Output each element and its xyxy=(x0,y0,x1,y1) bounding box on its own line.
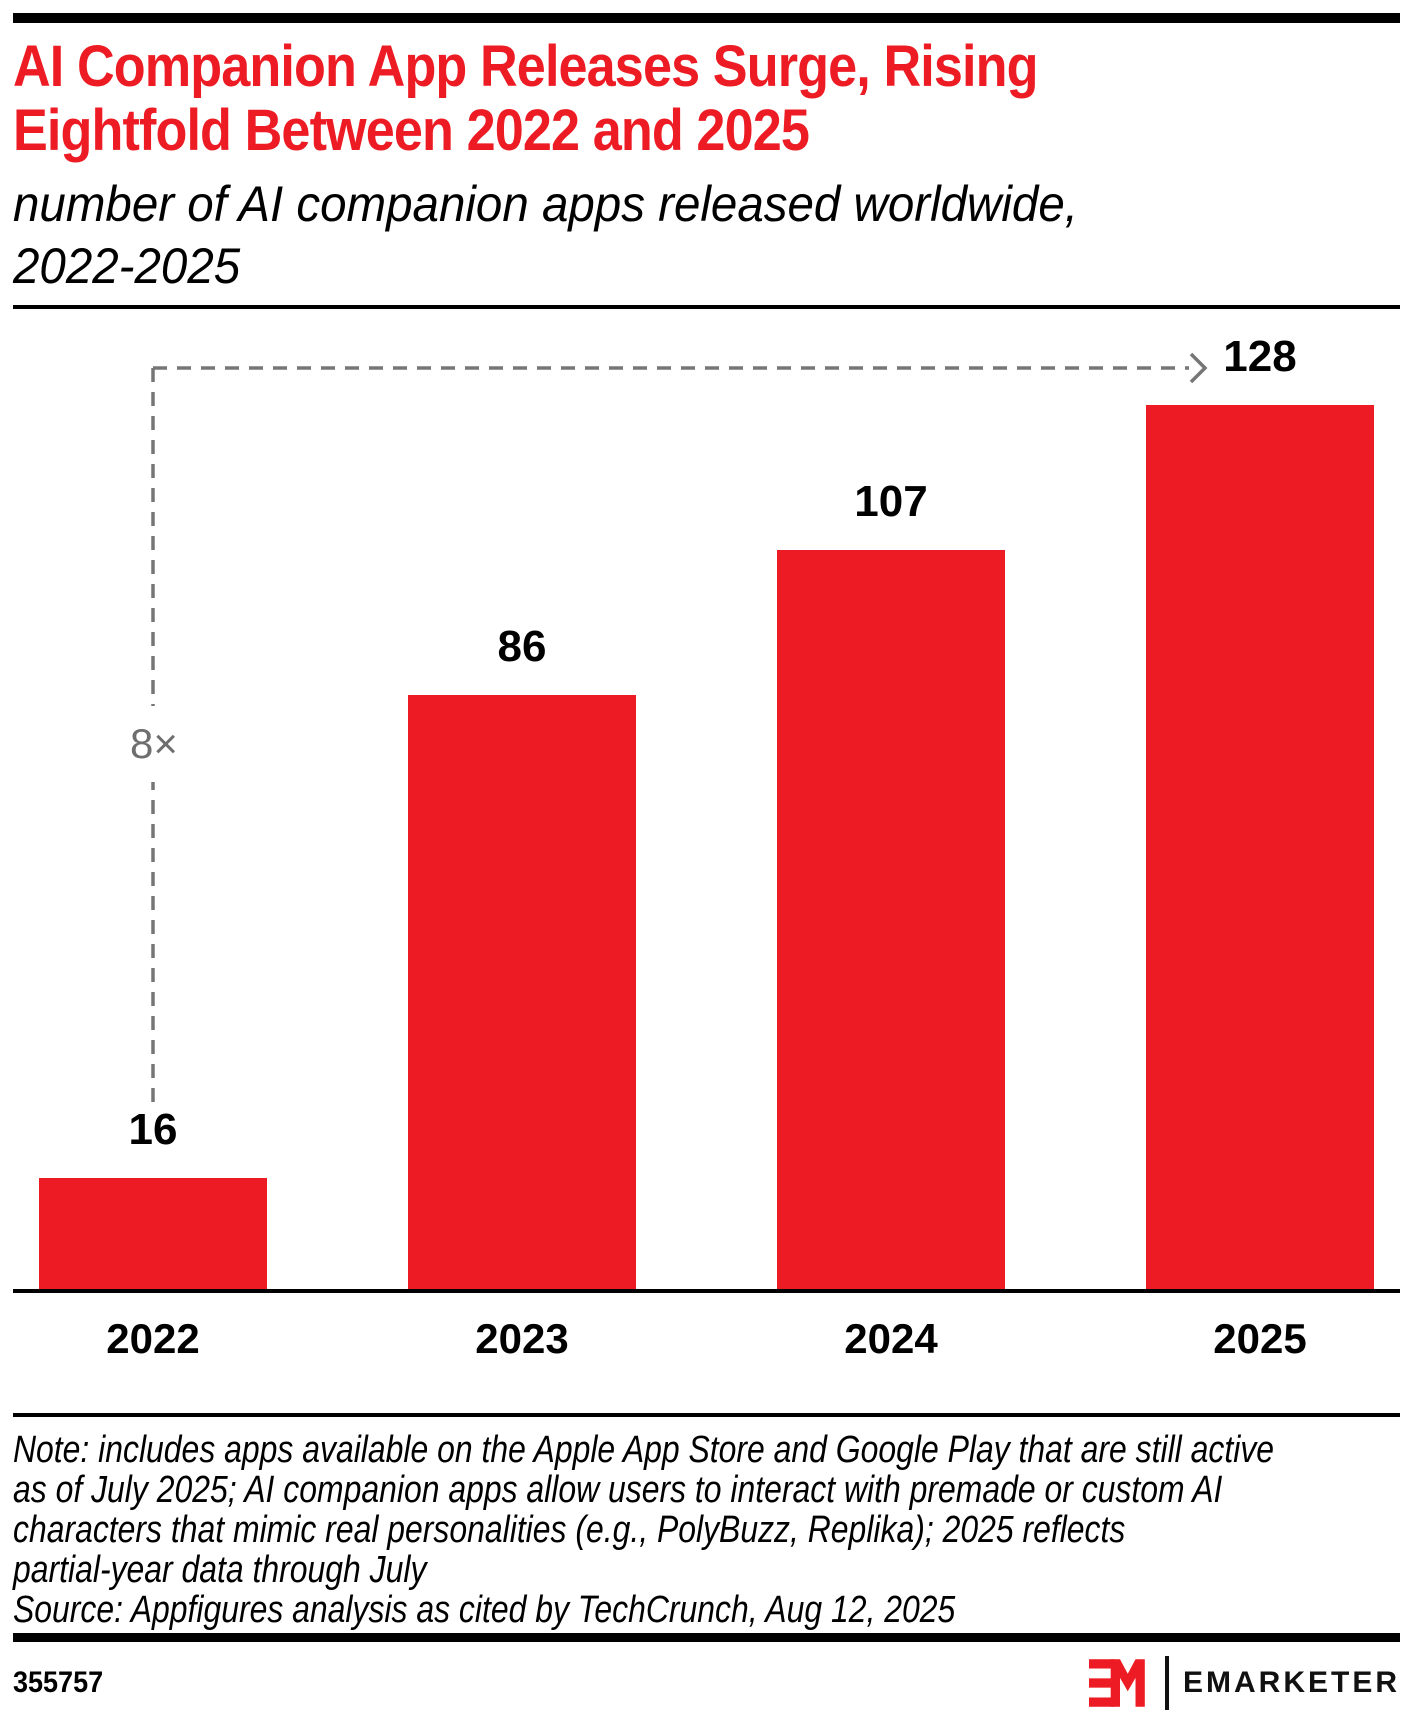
multiplier-label: 8× xyxy=(119,706,189,782)
note-divider xyxy=(13,1413,1400,1417)
chart-title: AI Companion App Releases Surge, Rising … xyxy=(13,34,1038,163)
note-text: Note: includes apps available on the App… xyxy=(13,1429,1275,1591)
bar-2025 xyxy=(1146,405,1374,1289)
chart-subtitle: number of AI companion apps released wor… xyxy=(13,176,1078,294)
value-label-2022: 16 xyxy=(128,1105,178,1154)
x-axis-label-2023: 2023 xyxy=(475,1315,569,1362)
x-axis-label-2024: 2024 xyxy=(844,1315,938,1362)
infographic-page: AI Companion App Releases Surge, Rising … xyxy=(0,13,1413,1727)
top-rule xyxy=(13,13,1400,23)
x-axis-label-2025: 2025 xyxy=(1213,1315,1307,1362)
emarketer-wordmark: EMARKETER xyxy=(1182,1666,1400,1699)
bar-chart: 8× 16 86 107 128 xyxy=(13,330,1400,1293)
header-divider xyxy=(13,305,1400,309)
em-logo-icon xyxy=(1088,1659,1145,1707)
footer: 355757 EMARKETER xyxy=(13,1654,1400,1712)
x-axis-labels: 2022 2023 2024 2025 xyxy=(13,1293,1400,1362)
value-label-2024: 107 xyxy=(854,477,928,526)
x-axis-label-2022: 2022 xyxy=(106,1315,200,1362)
source-text: Source: Appfigures analysis as cited by … xyxy=(13,1589,956,1631)
arrow-head-icon xyxy=(1189,352,1208,384)
logo-divider xyxy=(1164,1656,1169,1710)
bottom-rule xyxy=(13,1633,1400,1642)
chart-id: 355757 xyxy=(13,1666,104,1699)
bar-2023 xyxy=(408,695,636,1289)
bar-2024 xyxy=(777,550,1005,1289)
emarketer-logo: EMARKETER xyxy=(1088,1654,1400,1712)
value-label-2025: 128 xyxy=(1223,332,1297,381)
value-label-2023: 86 xyxy=(497,622,547,671)
bar-2022 xyxy=(39,1178,267,1289)
